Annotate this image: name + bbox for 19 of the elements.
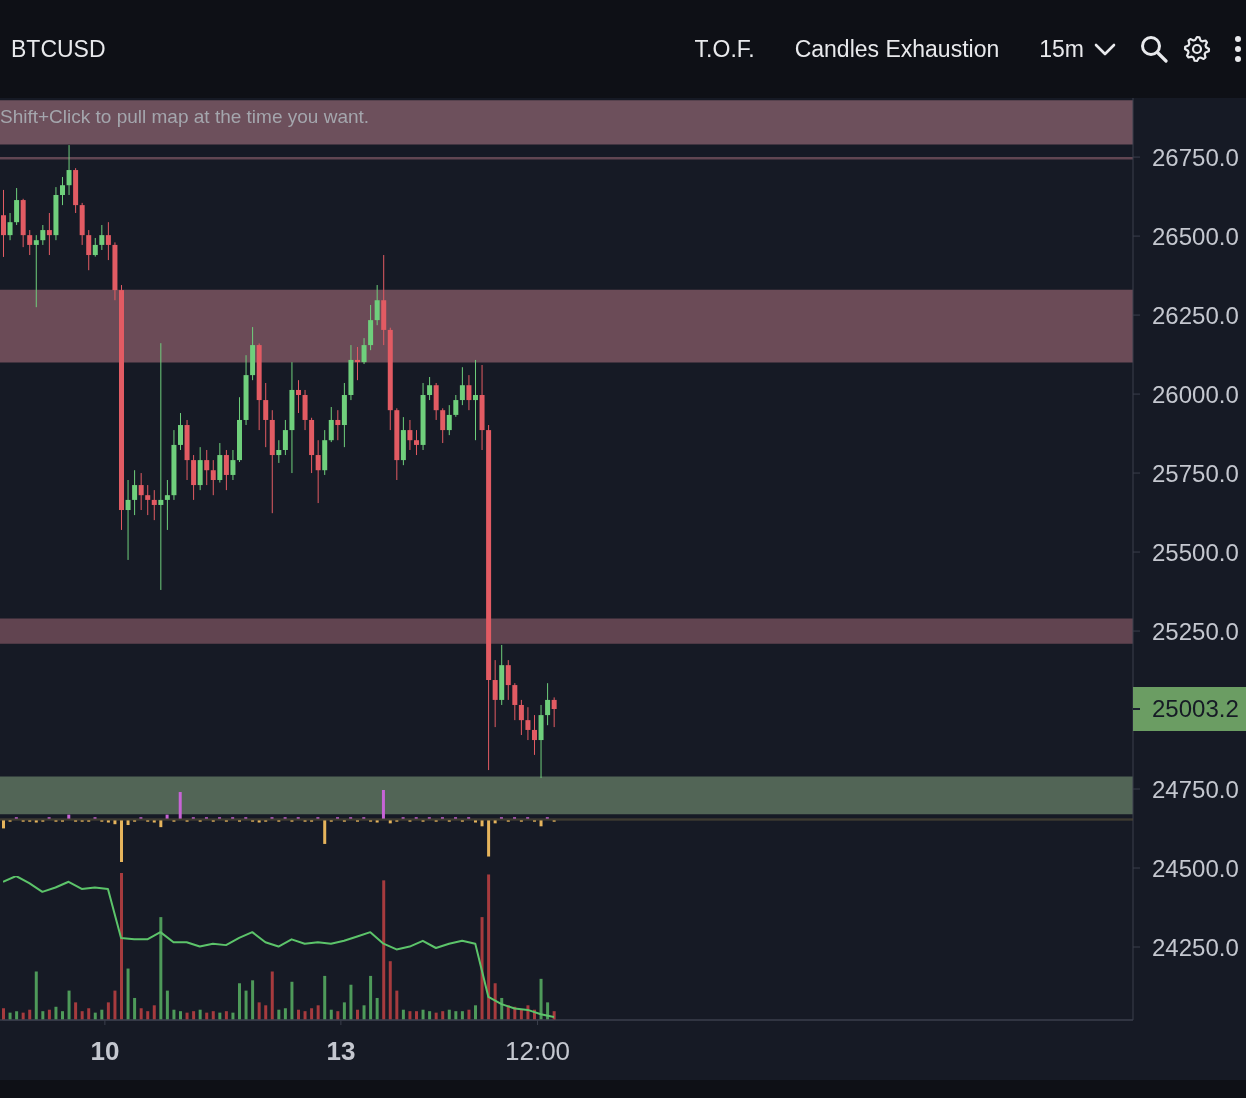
y-tick-label: 26000.0	[1152, 380, 1239, 408]
y-tick-label: 26250.0	[1152, 301, 1239, 329]
x-tick-label: 13	[326, 1036, 356, 1066]
y-tick-label: 26750.0	[1152, 143, 1239, 171]
chart-title: BTCUSD	[11, 35, 106, 63]
y-tick-label: 25250.0	[1152, 617, 1239, 645]
y-tick-label: 25500.0	[1152, 538, 1239, 566]
y-tick-label: 24500.0	[1152, 854, 1239, 882]
x-tick-label: 10	[90, 1036, 120, 1066]
text: Candles Exhaustion	[794, 35, 1000, 63]
y-tick-label: 24250.0	[1152, 933, 1239, 961]
y-tick-label: 24750.0	[1152, 775, 1239, 803]
y-tick-label: 25750.0	[1152, 459, 1239, 487]
text: T.O.F.	[694, 35, 755, 63]
text: 15m	[1039, 35, 1084, 63]
y-tick-label: 26500.0	[1152, 222, 1239, 250]
annotation: Shift+Click to pull map at the time you want.	[0, 106, 370, 127]
text: 25003.2	[1152, 695, 1239, 724]
x-tick-label: 12:00	[505, 1036, 571, 1066]
